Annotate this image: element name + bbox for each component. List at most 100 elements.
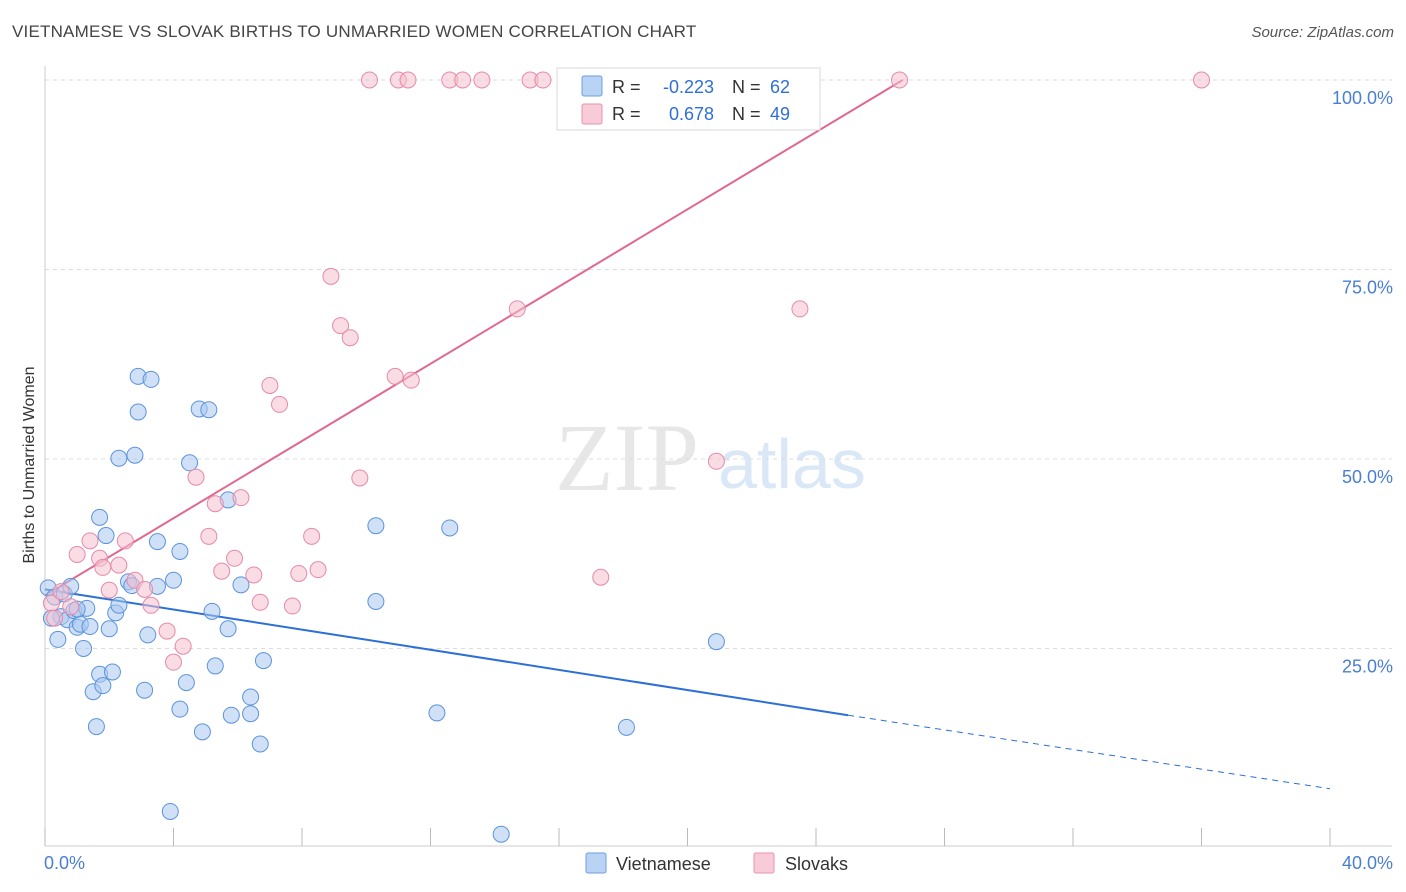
point-vietnamese-56 [492, 825, 510, 843]
point-vietnamese-58 [707, 633, 725, 651]
point-vietnamese-52 [367, 517, 385, 535]
series-legend: Vietnamese Slovaks [585, 852, 848, 874]
point-slovaks-34 [351, 469, 369, 487]
point-slovaks-20 [213, 562, 231, 580]
point-slovaks-50 [1193, 71, 1210, 89]
point-slovaks-27 [283, 597, 301, 615]
point-slovaks-15 [165, 653, 182, 671]
point-slovaks-32 [332, 317, 350, 335]
point-vietnamese-29 [136, 681, 154, 699]
point-slovaks-9 [110, 556, 128, 574]
point-vietnamese-16 [91, 508, 109, 526]
point-slovaks-35 [360, 71, 378, 89]
legend-swatch-slovaks [581, 103, 603, 125]
point-slovaks-1 [46, 609, 64, 627]
point-vietnamese-40 [193, 723, 211, 741]
point-vietnamese-41 [200, 401, 218, 419]
point-slovaks-16 [174, 637, 192, 655]
point-slovaks-38 [399, 71, 417, 89]
source-label: Source: ZipAtlas.com [1251, 24, 1394, 41]
legend-r-label-2: R = [612, 104, 641, 124]
point-vietnamese-57 [617, 718, 635, 736]
grid-lines [45, 79, 1392, 649]
legend-n-label-2: N = [732, 104, 761, 124]
y-tick-label-2: 50.0% [1342, 467, 1393, 487]
bottom-legend-vietnamese: Vietnamese [616, 854, 711, 874]
point-slovaks-25 [261, 376, 279, 394]
point-slovaks-49 [891, 71, 909, 89]
point-slovaks-36 [386, 367, 404, 385]
point-slovaks-41 [454, 71, 472, 89]
x-tick-label-1: 40.0% [1342, 853, 1393, 873]
point-slovaks-4 [68, 546, 86, 564]
y-tick-label-0: 100.0% [1332, 88, 1393, 108]
point-slovaks-29 [303, 527, 321, 545]
point-vietnamese-23 [110, 449, 128, 467]
point-vietnamese-38 [181, 454, 199, 472]
point-slovaks-42 [473, 71, 491, 89]
point-vietnamese-31 [142, 370, 160, 388]
point-slovaks-23 [245, 566, 263, 584]
point-slovaks-13 [142, 596, 160, 614]
point-vietnamese-19 [100, 620, 118, 638]
point-vietnamese-45 [219, 620, 237, 638]
point-vietnamese-37 [177, 674, 195, 692]
point-vietnamese-12 [81, 618, 99, 636]
point-slovaks-48 [791, 300, 809, 318]
point-vietnamese-26 [126, 446, 144, 464]
point-vietnamese-14 [87, 718, 105, 736]
bottom-legend-slovaks: Slovaks [785, 854, 848, 874]
point-slovaks-21 [226, 549, 244, 567]
point-vietnamese-35 [171, 700, 189, 718]
point-vietnamese-33 [161, 802, 179, 820]
point-vietnamese-22 [110, 596, 128, 614]
trend-line-vietnamese-extension [848, 714, 1331, 790]
point-slovaks-22 [232, 489, 250, 507]
legend-n-label-1: N = [732, 77, 761, 97]
point-vietnamese-50 [251, 735, 269, 753]
watermark-atlas: atlas [718, 425, 866, 503]
point-vietnamese-36 [171, 542, 189, 560]
point-slovaks-3 [62, 598, 80, 616]
point-vietnamese-32 [148, 533, 166, 551]
watermark-zip: ZIP [555, 404, 699, 511]
point-slovaks-17 [187, 468, 205, 486]
trend-line-vietnamese [44, 588, 849, 717]
point-vietnamese-54 [428, 704, 446, 722]
point-vietnamese-28 [129, 403, 147, 421]
point-slovaks-8 [100, 581, 118, 599]
legend-r-label-1: R = [612, 77, 641, 97]
trend-lines [44, 79, 1331, 790]
point-vietnamese-34 [165, 571, 182, 589]
point-vietnamese-48 [242, 705, 260, 723]
tick-labels: 100.0% 75.0% 50.0% 25.0% 0.0% 40.0% [44, 88, 1393, 873]
point-slovaks-18 [200, 527, 218, 545]
axes [44, 66, 1392, 847]
point-slovaks-5 [81, 532, 99, 550]
point-slovaks-43 [508, 300, 526, 318]
point-slovaks-30 [309, 561, 327, 579]
legend-r-value-2: 0.678 [669, 104, 714, 124]
point-slovaks-24 [251, 593, 269, 611]
data-points [39, 71, 1210, 843]
point-slovaks-14 [158, 622, 176, 640]
point-vietnamese-4 [49, 630, 67, 648]
point-slovaks-26 [271, 395, 289, 413]
point-vietnamese-18 [97, 527, 115, 545]
y-tick-label-1: 75.0% [1342, 278, 1393, 298]
point-slovaks-2 [52, 583, 70, 601]
point-vietnamese-10 [75, 640, 93, 657]
x-tick-label-0: 0.0% [44, 853, 85, 873]
point-vietnamese-51 [254, 652, 272, 670]
point-slovaks-47 [707, 452, 725, 470]
point-slovaks-39 [402, 371, 420, 389]
point-slovaks-28 [290, 564, 308, 582]
trend-line-slovaks [44, 79, 904, 597]
point-slovaks-19 [206, 495, 224, 513]
point-vietnamese-43 [206, 657, 224, 675]
point-vietnamese-47 [232, 576, 250, 594]
y-tick-label-3: 25.0% [1342, 657, 1393, 677]
point-vietnamese-46 [222, 706, 240, 724]
point-vietnamese-17 [94, 677, 112, 695]
